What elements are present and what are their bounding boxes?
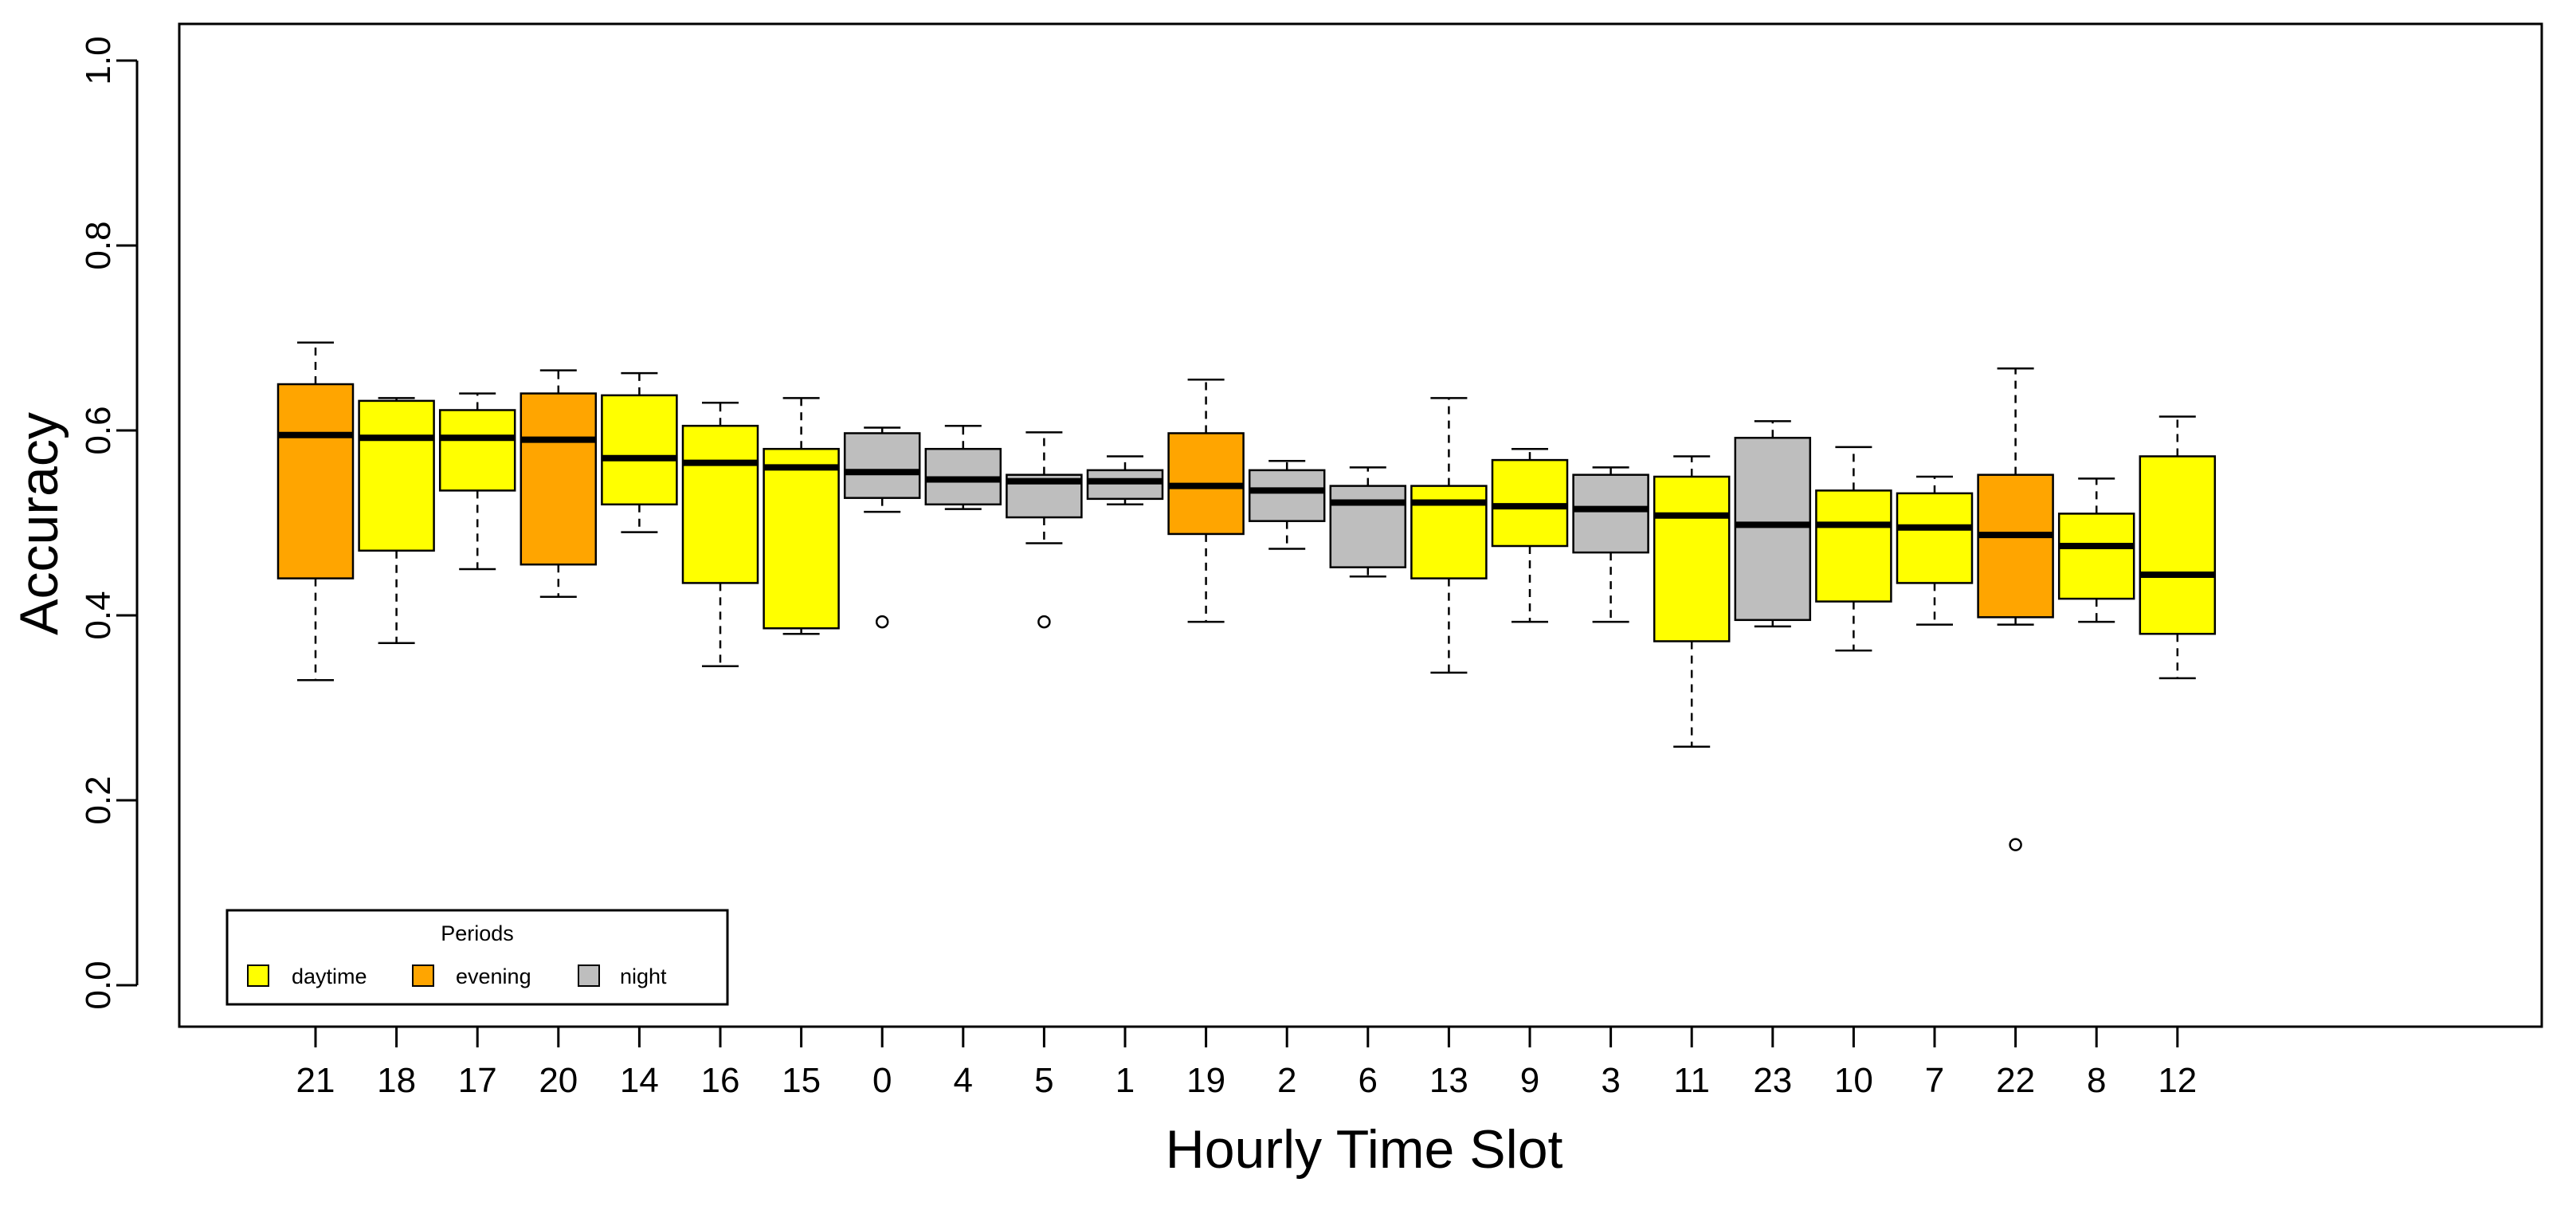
box-17 bbox=[438, 392, 516, 571]
x-tick-label-4: 4 bbox=[954, 1061, 973, 1100]
box-8 bbox=[2057, 477, 2135, 623]
x-tick-label-9: 9 bbox=[1520, 1061, 1539, 1100]
box-3 bbox=[1572, 466, 1649, 623]
box-10 bbox=[1815, 446, 1892, 652]
outlier-5-0 bbox=[1037, 615, 1051, 629]
x-tick-label-3: 3 bbox=[1601, 1061, 1620, 1100]
box-body-18 bbox=[358, 399, 435, 552]
legend-label-evening: evening bbox=[456, 964, 531, 988]
box-body-1 bbox=[1086, 469, 1164, 501]
box-body-11 bbox=[1653, 475, 1731, 642]
box-body-0 bbox=[843, 432, 921, 499]
box-18 bbox=[358, 397, 435, 645]
x-axis-label: Hourly Time Slot bbox=[1166, 1119, 1563, 1180]
box-6 bbox=[1329, 466, 1407, 578]
x-tick-label-18: 18 bbox=[377, 1061, 416, 1100]
x-tick-label-10: 10 bbox=[1834, 1061, 1873, 1100]
boxes-group bbox=[276, 341, 2217, 851]
y-tick-label-2: 0.4 bbox=[79, 591, 118, 639]
box-16 bbox=[681, 401, 759, 668]
box-14 bbox=[601, 371, 678, 533]
x-tick-label-2: 2 bbox=[1277, 1061, 1296, 1100]
x-tick-label-23: 23 bbox=[1753, 1061, 1792, 1100]
box-23 bbox=[1734, 420, 1812, 628]
box-body-15 bbox=[763, 447, 840, 630]
box-body-12 bbox=[2139, 455, 2217, 635]
box-body-2 bbox=[1248, 469, 1326, 522]
y-tick-label-5: 1.0 bbox=[79, 36, 118, 84]
box-5 bbox=[1006, 431, 1083, 629]
box-11 bbox=[1653, 455, 1731, 748]
y-tick-label-3: 0.6 bbox=[79, 406, 118, 454]
y-tick-label-1: 0.2 bbox=[79, 776, 118, 824]
box-1 bbox=[1086, 455, 1164, 506]
x-tick-label-0: 0 bbox=[872, 1061, 892, 1100]
box-body-10 bbox=[1815, 489, 1892, 603]
x-tick-label-20: 20 bbox=[539, 1061, 578, 1100]
outlier-0-0 bbox=[875, 615, 889, 629]
box-body-14 bbox=[601, 394, 678, 506]
box-body-23 bbox=[1734, 437, 1812, 622]
y-tick-label-0: 0.0 bbox=[79, 961, 118, 1009]
x-tick-label-8: 8 bbox=[2087, 1061, 2106, 1100]
x-tick-label-17: 17 bbox=[458, 1061, 497, 1100]
x-tick-label-21: 21 bbox=[296, 1061, 335, 1100]
x-tick-label-12: 12 bbox=[2158, 1061, 2197, 1100]
x-tick-label-6: 6 bbox=[1359, 1061, 1378, 1100]
box-9 bbox=[1491, 447, 1569, 623]
box-body-17 bbox=[438, 409, 516, 492]
box-body-22 bbox=[1977, 473, 2054, 619]
x-axis: 21 18 17 20 14 16 15 0 4 5 1 19 2 6 13 9 3 11 23 10 7 22 8 12 bbox=[296, 1025, 2197, 1100]
x-tick-label-16: 16 bbox=[701, 1061, 740, 1100]
x-tick-label-14: 14 bbox=[620, 1061, 659, 1100]
outlier-22-0 bbox=[2009, 838, 2022, 851]
box-21 bbox=[276, 341, 355, 682]
box-20 bbox=[520, 369, 598, 599]
legend-title: Periods bbox=[441, 921, 514, 945]
x-tick-label-7: 7 bbox=[1925, 1061, 1944, 1100]
x-tick-label-1: 1 bbox=[1115, 1061, 1135, 1100]
box-body-20 bbox=[520, 392, 598, 566]
box-7 bbox=[1896, 475, 1974, 626]
x-tick-label-11: 11 bbox=[1673, 1061, 1710, 1100]
legend-swatch-daytime bbox=[247, 964, 269, 987]
legend-label-daytime: daytime bbox=[292, 964, 367, 988]
box-4 bbox=[924, 424, 1002, 510]
legend-swatch-evening bbox=[412, 964, 434, 987]
x-tick-label-13: 13 bbox=[1429, 1061, 1468, 1100]
box-body-16 bbox=[681, 424, 759, 584]
box-12 bbox=[2139, 415, 2217, 680]
box-22 bbox=[1977, 367, 2054, 851]
box-13 bbox=[1410, 397, 1488, 674]
box-body-3 bbox=[1572, 473, 1649, 554]
legend-box bbox=[225, 909, 729, 1006]
x-tick-label-19: 19 bbox=[1186, 1061, 1225, 1100]
y-axis: 0.0 0.2 0.4 0.6 0.8 1.0 bbox=[79, 36, 139, 1010]
box-body-21 bbox=[276, 383, 355, 579]
box-body-6 bbox=[1329, 485, 1407, 568]
legend-label-night: night bbox=[620, 964, 667, 988]
box-15 bbox=[763, 397, 840, 635]
box-body-9 bbox=[1491, 458, 1569, 548]
box-19 bbox=[1167, 378, 1245, 623]
box-0 bbox=[843, 426, 921, 629]
y-axis-label: Accuracy bbox=[9, 412, 69, 635]
box-body-7 bbox=[1896, 492, 1974, 584]
y-tick-label-4: 0.8 bbox=[79, 221, 118, 269]
x-tick-label-5: 5 bbox=[1034, 1061, 1053, 1100]
box-2 bbox=[1248, 460, 1326, 550]
legend-swatch-night bbox=[578, 964, 600, 987]
x-tick-label-22: 22 bbox=[1996, 1061, 2035, 1100]
box-body-8 bbox=[2057, 513, 2135, 600]
x-tick-label-15: 15 bbox=[782, 1061, 821, 1100]
legend: Periods daytime evening night bbox=[225, 909, 729, 1006]
